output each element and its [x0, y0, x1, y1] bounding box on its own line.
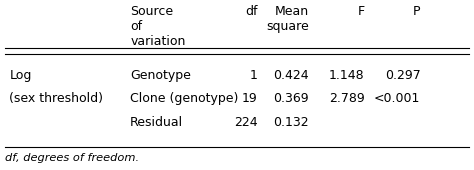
- Text: Source
of
variation: Source of variation: [130, 5, 185, 48]
- Text: Mean
square: Mean square: [266, 5, 309, 33]
- Text: Residual: Residual: [130, 116, 183, 129]
- Text: F: F: [357, 5, 365, 18]
- Text: 1.148: 1.148: [329, 69, 365, 82]
- Text: 1: 1: [250, 69, 258, 82]
- Text: (sex threshold): (sex threshold): [9, 92, 103, 106]
- Text: 19: 19: [242, 92, 258, 106]
- Text: df, degrees of freedom.: df, degrees of freedom.: [5, 153, 139, 163]
- Text: 224: 224: [234, 116, 258, 129]
- Text: <0.001: <0.001: [374, 92, 420, 106]
- Text: Clone (genotype): Clone (genotype): [130, 92, 238, 106]
- Text: df: df: [246, 5, 258, 18]
- Text: 2.789: 2.789: [329, 92, 365, 106]
- Text: P: P: [413, 5, 420, 18]
- Text: 0.369: 0.369: [273, 92, 309, 106]
- Text: 0.424: 0.424: [273, 69, 309, 82]
- Text: 0.297: 0.297: [385, 69, 420, 82]
- Text: Log: Log: [9, 69, 32, 82]
- Text: Genotype: Genotype: [130, 69, 191, 82]
- Text: 0.132: 0.132: [273, 116, 309, 129]
